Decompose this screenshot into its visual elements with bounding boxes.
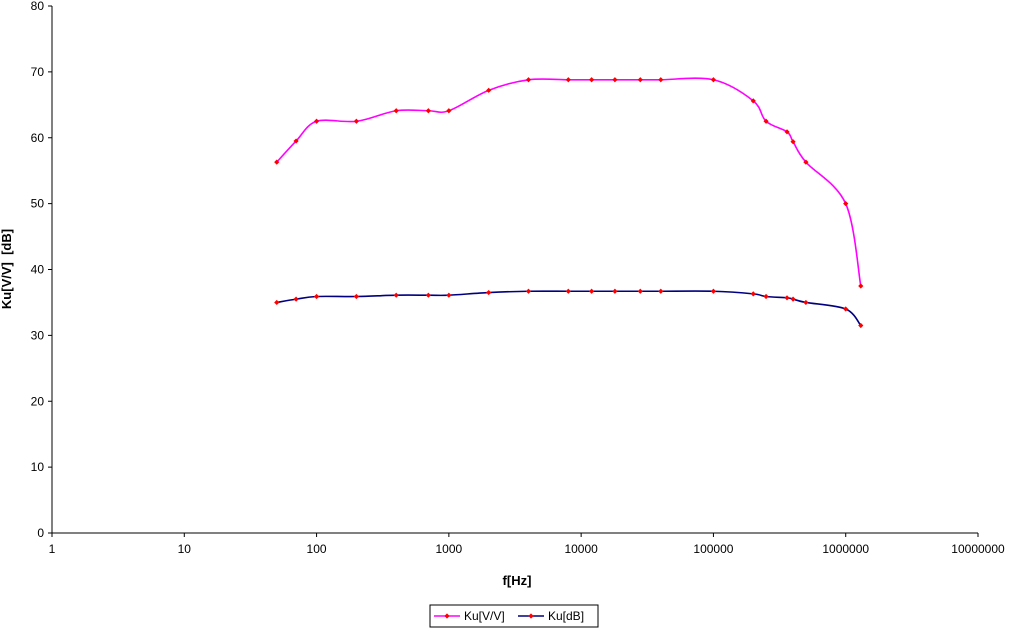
x-tick-label: 100000 (693, 542, 733, 556)
x-tick-label: 10000 (564, 542, 598, 556)
data-point (313, 118, 320, 124)
data-point (353, 118, 359, 124)
x-tick-label: 1000000 (822, 542, 869, 556)
y-tick-label: 10 (31, 460, 45, 474)
y-tick-label: 60 (31, 131, 45, 145)
data-point (274, 299, 280, 306)
x-tick-label: 100 (307, 542, 327, 556)
data-point (612, 77, 618, 83)
series-2 (274, 288, 864, 329)
data-point (784, 295, 790, 301)
y-tick-label: 30 (31, 328, 45, 342)
y-axis-title: Ku[V/V] [dB] (0, 229, 14, 309)
data-point (750, 98, 756, 104)
data-point (843, 201, 849, 207)
x-tick-label: 10 (178, 542, 192, 556)
x-axis-title: f[Hz] (503, 573, 532, 588)
data-point (446, 108, 452, 114)
y-tick-label: 50 (31, 197, 45, 211)
series-line (276, 290, 862, 327)
data-point (293, 296, 299, 302)
data-point (843, 306, 849, 312)
data-point (565, 288, 571, 294)
data-point (589, 77, 595, 83)
data-point (525, 288, 532, 294)
data-point (486, 289, 492, 296)
data-point (710, 77, 717, 83)
data-point (353, 293, 359, 300)
data-point (393, 108, 399, 114)
data-point (393, 292, 399, 298)
data-point (790, 296, 796, 302)
legend-label: Ku[V/V] (464, 609, 505, 623)
data-point (565, 77, 571, 83)
data-point (790, 139, 796, 145)
x-tick-label: 1000 (436, 542, 463, 556)
data-point (425, 292, 431, 298)
data-point (750, 291, 756, 297)
data-point (658, 77, 664, 83)
data-point (763, 293, 769, 300)
x-tick-label: 10000000 (951, 542, 1005, 556)
data-point (803, 159, 809, 165)
data-point (612, 288, 618, 294)
data-point (274, 159, 280, 165)
data-point (858, 283, 864, 289)
legend-marker (528, 613, 534, 619)
series-line (276, 77, 862, 287)
data-point (486, 87, 492, 93)
data-point (446, 292, 452, 298)
x-tick-label: 1 (49, 542, 56, 556)
data-point (763, 118, 769, 124)
series-1 (274, 77, 864, 289)
data-point (803, 299, 809, 306)
data-point (313, 293, 320, 300)
legend-marker (444, 613, 450, 619)
series-layer (274, 77, 864, 329)
data-point (658, 288, 664, 294)
data-point (637, 77, 643, 83)
axes: 0 10 20 30 40 50 60 70 80 1 10 100 1000 10000 100000 10… (31, 0, 1005, 556)
data-point (293, 138, 299, 144)
data-point (710, 288, 717, 294)
y-tick-label: 70 (31, 65, 45, 79)
legend-box (429, 604, 599, 628)
legend: Ku[V/V] Ku[dB] (429, 604, 599, 628)
data-point (589, 288, 595, 294)
data-point (425, 108, 431, 114)
legend-label: Ku[dB] (548, 609, 584, 623)
y-tick-label: 40 (31, 263, 45, 277)
y-tick-label: 80 (31, 0, 45, 13)
data-point (858, 322, 864, 329)
y-tick-label: 0 (37, 526, 44, 540)
y-tick-label: 20 (31, 394, 45, 408)
data-point (637, 288, 643, 294)
data-point (784, 129, 790, 135)
data-point (525, 77, 532, 83)
